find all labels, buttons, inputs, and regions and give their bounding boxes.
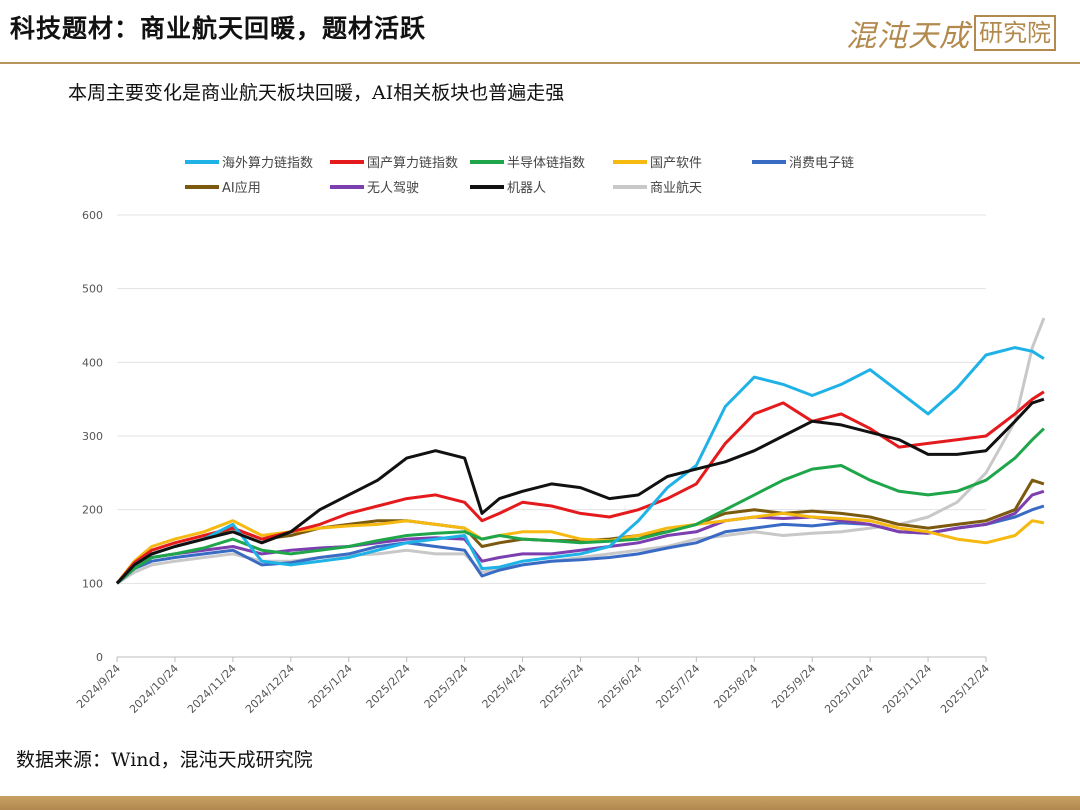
logo-main-text: 混沌天成 <box>846 19 970 54</box>
x-tick-label: 2024/9/24 <box>74 662 123 711</box>
legend-label: 半导体链指数 <box>507 156 585 171</box>
legend-label: 商业航天 <box>650 180 702 196</box>
x-tick-label: 2025/12/24 <box>938 662 992 716</box>
y-tick-label: 200 <box>82 504 103 517</box>
x-tick-label: 2024/11/24 <box>185 662 239 716</box>
data-source: 数据来源：Wind，混沌天成研究院 <box>16 749 313 771</box>
y-tick-label: 300 <box>82 430 103 443</box>
series-line-2 <box>116 427 1045 585</box>
series-line-7 <box>115 397 1045 585</box>
company-logo: 混沌天成 研究院 <box>846 12 1058 54</box>
x-tick-label: 2025/1/24 <box>306 662 355 711</box>
legend-label: 海外算力链指数 <box>222 156 313 171</box>
y-tick-label: 500 <box>82 283 103 296</box>
y-tick-label: 600 <box>82 209 103 222</box>
chart-subtitle: 本周主要变化是商业航天板块回暖，AI相关板块也普遍走强 <box>68 82 565 104</box>
legend-label: 无人驾驶 <box>367 181 419 196</box>
legend-label: 消费电子链 <box>789 156 854 171</box>
x-tick-label: 2025/5/24 <box>538 662 587 711</box>
x-tick-label: 2025/6/24 <box>595 662 644 711</box>
series-line-3 <box>115 511 1045 585</box>
x-tick-label: 2025/11/24 <box>880 662 934 716</box>
x-tick-label: 2025/9/24 <box>769 662 818 711</box>
series-line-1 <box>115 390 1045 585</box>
x-tick-label: 2025/8/24 <box>711 662 760 711</box>
legend-label: 国产算力链指数 <box>367 156 458 171</box>
x-tick-label: 2025/4/24 <box>480 662 529 711</box>
x-tick-label: 2025/10/24 <box>822 662 876 716</box>
x-tick-label: 2025/2/24 <box>364 662 413 711</box>
page-title: 科技题材：商业航天回暖，题材活跃 <box>10 14 427 43</box>
x-tick-label: 2024/12/24 <box>243 662 297 716</box>
series-line-0 <box>115 346 1045 585</box>
legend-label: 国产软件 <box>650 156 702 171</box>
logo-boxed-text: 研究院 <box>974 15 1056 51</box>
legend-label: AI应用 <box>222 180 261 196</box>
y-tick-label: 0 <box>96 651 103 664</box>
footer-bar <box>0 796 1080 810</box>
legend-label: 机器人 <box>507 181 546 196</box>
y-tick-label: 100 <box>82 577 103 590</box>
y-tick-label: 400 <box>82 356 103 369</box>
series-line-4 <box>116 504 1045 585</box>
x-tick-label: 2025/7/24 <box>653 662 702 711</box>
x-tick-label: 2024/10/24 <box>127 662 181 716</box>
x-tick-label: 2025/3/24 <box>422 662 471 711</box>
header-divider <box>0 62 1080 64</box>
